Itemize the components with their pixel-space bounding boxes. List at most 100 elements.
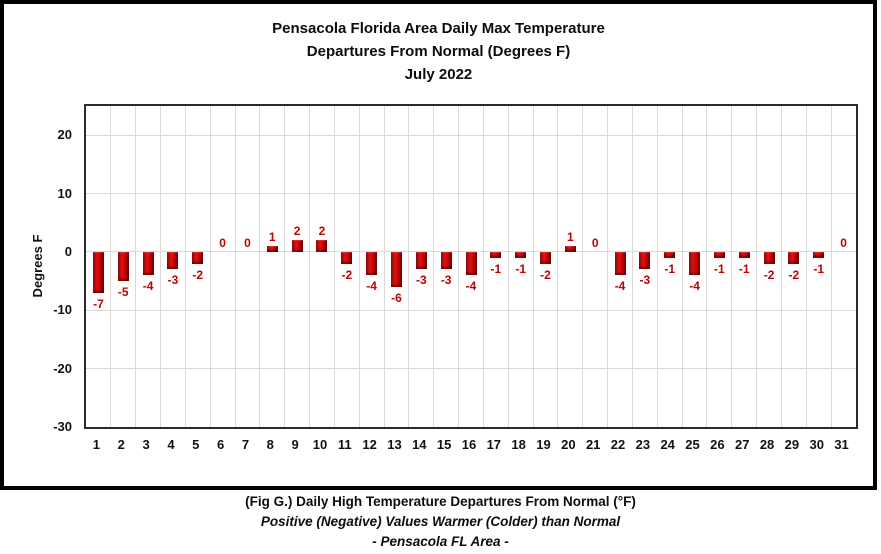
data-label: 1 [268,230,276,245]
caption-line-2: Positive (Negative) Values Warmer (Colde… [260,514,621,529]
bar [142,251,154,276]
x-tick-label: 31 [834,437,849,452]
gridline-vertical [383,106,385,427]
gridline-vertical [631,106,633,427]
bar [316,240,328,252]
data-label: -3 [639,273,651,288]
data-label: -1 [738,261,750,276]
data-label: -4 [465,279,477,294]
x-tick-label: 25 [685,437,700,452]
gridline-vertical [184,106,186,427]
x-tick-label: 19 [536,437,551,452]
x-tick-label: 29 [784,437,800,452]
data-label: -3 [167,273,179,288]
bar [738,251,750,258]
x-tick-label: 7 [241,437,250,452]
x-tick-label: 12 [362,437,377,452]
gridline-vertical [209,106,211,427]
bar [266,246,278,252]
gridline-vertical [358,106,360,427]
gridline-vertical [284,106,286,427]
x-tick-label: 14 [412,437,427,452]
gridline-vertical [830,106,832,427]
data-label: -1 [813,261,825,276]
x-tick-label: 10 [312,437,328,452]
gridline-vertical [433,106,435,427]
bar [614,251,626,276]
x-tick-label: 17 [486,437,502,452]
data-label: -4 [366,279,377,294]
data-label: 0 [219,235,226,250]
x-tick-label: 13 [387,437,402,452]
bar [117,251,129,282]
x-tick-label: 2 [117,437,125,452]
y-tick-label: 20 [57,127,72,143]
x-tick-label: 30 [809,437,824,452]
data-label: -7 [93,296,104,311]
data-label: -4 [689,279,700,294]
bar [291,240,303,252]
gridline-horizontal [86,193,856,195]
data-label: -5 [117,285,129,300]
x-tick-label: 8 [266,437,274,452]
x-tick-label: 11 [337,437,352,452]
gridline-horizontal [86,309,856,311]
gridline-vertical [135,106,137,427]
y-axis: 20 10 0 -10 -20 -30 [4,104,78,434]
data-label: -3 [415,273,427,288]
x-tick-label: 3 [142,437,150,452]
gridline-vertical [607,106,609,427]
gridline-vertical [681,106,683,427]
data-label: -2 [763,267,775,282]
data-label: 2 [293,224,301,239]
bar [465,251,477,276]
x-axis: 1 2 3 4 5 6 7 8 9 10 11 12 13 14 15 16 17 18 19 20 21 22 23 24 2… [84,437,858,457]
bar [415,251,427,270]
gridline-vertical [756,106,758,427]
data-label: -2 [540,267,551,282]
y-tick-label: -20 [53,360,72,376]
x-tick-label: 16 [461,437,477,452]
x-tick-label: 23 [635,437,651,452]
y-tick-label: 0 [64,243,72,259]
data-label: -4 [614,279,626,294]
x-tick-label: 27 [734,437,750,452]
gridline-vertical [507,106,509,427]
data-label: -1 [714,261,725,276]
gridline-vertical [706,106,708,427]
data-label: -1 [490,261,502,276]
data-label: 0 [591,235,599,250]
data-label: 0 [244,235,251,250]
bar [390,251,402,287]
gridline-vertical [234,106,236,427]
gridline-vertical [582,106,584,427]
chart-title: Pensacola Florida Area Daily Max Tempera… [4,4,873,86]
bar [366,251,378,276]
data-label: -4 [142,279,154,294]
gridline-vertical [160,106,162,427]
bar [763,251,775,264]
y-tick-label: -30 [53,419,72,434]
gridline-vertical [309,106,311,427]
x-tick-label: 18 [511,437,526,452]
data-label: -2 [192,267,204,282]
x-tick-label: 22 [610,437,626,452]
data-label: -1 [515,261,526,276]
bar [540,251,552,264]
gridline-vertical [656,106,658,427]
chart-title-line-3: July 2022 [404,66,473,83]
caption: (Fig G.) Daily High Temperature Departur… [0,492,881,552]
bar [167,251,179,270]
bar [92,251,104,293]
gridline-horizontal [86,368,856,370]
gridline-vertical [805,106,807,427]
bar [440,251,452,270]
gridline-vertical [110,106,112,427]
gridline-vertical [458,106,460,427]
gridline-vertical [780,106,782,427]
data-label: 2 [318,224,326,239]
figure-frame: Pensacola Florida Area Daily Max Tempera… [0,0,877,490]
gridline-vertical [557,106,559,427]
chart-title-line-1: Pensacola Florida Area Daily Max Tempera… [272,20,605,37]
bar [813,251,825,258]
